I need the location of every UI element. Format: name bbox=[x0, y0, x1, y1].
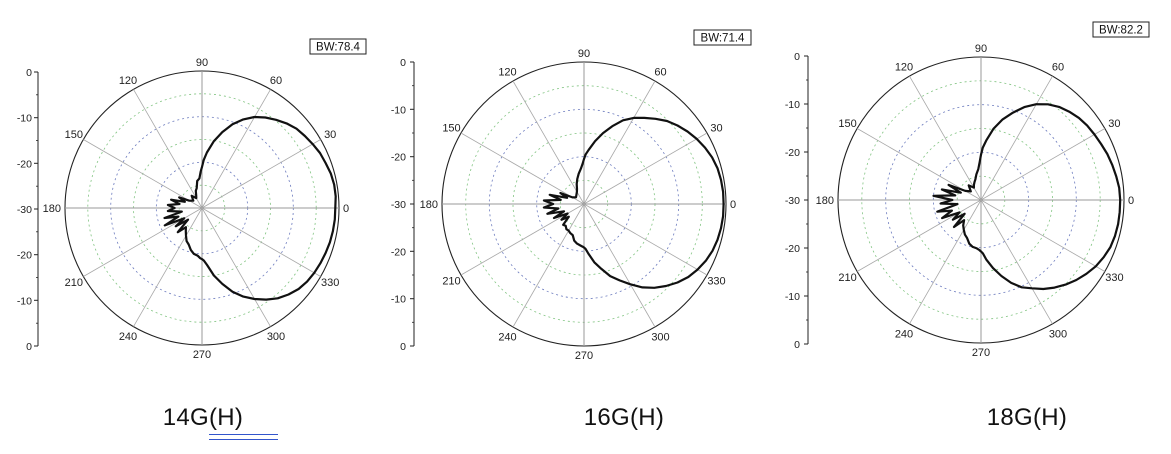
angle-tick-label: 60 bbox=[270, 75, 282, 87]
angle-tick-label: 30 bbox=[710, 123, 722, 135]
radial-tick-label: -30 bbox=[391, 199, 406, 211]
angle-tick-label: 210 bbox=[65, 277, 83, 289]
radial-tick-label: 0 bbox=[400, 341, 406, 353]
grid-spoke bbox=[512, 203, 585, 328]
grid-spoke bbox=[133, 89, 203, 209]
angle-tick-label: 240 bbox=[119, 331, 137, 343]
chart-caption-16g: 16G(H) bbox=[583, 404, 665, 431]
angle-tick-label: 180 bbox=[420, 199, 438, 211]
angle-tick-label: 270 bbox=[575, 350, 593, 362]
radial-tick-label: -10 bbox=[785, 99, 800, 111]
radial-tick-label: -20 bbox=[391, 152, 406, 164]
radial-tick-label: -20 bbox=[17, 158, 32, 170]
caption-spellcheck-underline bbox=[209, 434, 278, 440]
angle-tick-label: 330 bbox=[321, 277, 339, 289]
angle-tick-label: 330 bbox=[707, 276, 725, 288]
angle-tick-label: 180 bbox=[816, 195, 834, 207]
grid-spoke bbox=[980, 128, 1106, 201]
angle-tick-label: 300 bbox=[1049, 328, 1067, 340]
radial-tick-label: -20 bbox=[785, 147, 800, 159]
radial-tick-label: -10 bbox=[17, 113, 32, 125]
angle-tick-label: 270 bbox=[193, 349, 211, 361]
radial-tick-label: 0 bbox=[794, 339, 800, 351]
angle-tick-label: 150 bbox=[838, 118, 856, 130]
angle-tick-label: 210 bbox=[442, 276, 460, 288]
angle-tick-label: 270 bbox=[972, 347, 990, 359]
bw-label: BW:78.4 bbox=[316, 42, 360, 54]
radial-tick-label: -20 bbox=[785, 243, 800, 255]
radial-tick-label: -10 bbox=[17, 295, 32, 307]
bw-label: BW:71.4 bbox=[701, 33, 745, 45]
angle-tick-label: 90 bbox=[578, 48, 590, 60]
bw-label-box bbox=[693, 29, 752, 46]
angle-tick-label: 30 bbox=[324, 129, 336, 141]
grid-spoke bbox=[909, 75, 982, 201]
radial-tick-label: 0 bbox=[794, 51, 800, 63]
angle-tick-label: 150 bbox=[442, 123, 460, 135]
angle-tick-label: 210 bbox=[838, 272, 856, 284]
grid-spoke bbox=[201, 207, 321, 277]
angle-tick-label: 120 bbox=[119, 75, 137, 87]
polar-chart-1: 90603003303002702402101801501200-10-20-3… bbox=[391, 29, 752, 362]
grid-spoke bbox=[201, 89, 271, 209]
radial-tick-label: -20 bbox=[391, 246, 406, 258]
radial-tick-label: 0 bbox=[26, 67, 32, 79]
grid-spoke bbox=[201, 207, 271, 327]
angle-tick-label: 240 bbox=[895, 328, 913, 340]
radial-tick-label: 0 bbox=[26, 341, 32, 353]
radial-tick-label: -30 bbox=[785, 195, 800, 207]
grid-spoke bbox=[83, 139, 203, 209]
radial-tick-label: -10 bbox=[391, 294, 406, 306]
grid-spoke bbox=[460, 132, 585, 205]
grid-spoke bbox=[583, 203, 708, 276]
radial-tick-label: 0 bbox=[400, 57, 406, 69]
polar-chart-0: 90603003303002702402101801501200-10-20-3… bbox=[17, 38, 367, 361]
grid-spoke bbox=[856, 199, 982, 272]
radial-tick-label: -10 bbox=[391, 104, 406, 116]
angle-tick-label: 90 bbox=[975, 43, 987, 55]
grid-spoke bbox=[201, 139, 321, 209]
bw-label: BW:82.2 bbox=[1099, 25, 1143, 37]
angle-tick-label: 120 bbox=[895, 62, 913, 74]
bw-label-box bbox=[1092, 21, 1150, 38]
angle-tick-label: 150 bbox=[65, 129, 83, 141]
angle-tick-label: 300 bbox=[651, 332, 669, 344]
angle-tick-label: 60 bbox=[654, 67, 666, 79]
angle-tick-label: 0 bbox=[1128, 195, 1134, 207]
grid-spoke bbox=[583, 132, 708, 205]
grid-spoke bbox=[583, 203, 656, 328]
angle-tick-label: 120 bbox=[498, 67, 516, 79]
angle-tick-label: 90 bbox=[196, 57, 208, 69]
angle-tick-label: 300 bbox=[267, 331, 285, 343]
bw-label-box bbox=[309, 38, 367, 55]
pattern-trace bbox=[542, 116, 725, 289]
grid-spoke bbox=[980, 75, 1053, 201]
radial-tick-label: -10 bbox=[785, 291, 800, 303]
grid-spoke bbox=[583, 80, 656, 205]
grid-spoke bbox=[980, 199, 1053, 325]
radial-tick-label: -20 bbox=[17, 250, 32, 262]
chart-caption-14g: 14G(H) bbox=[162, 404, 244, 431]
pattern-trace bbox=[932, 103, 1122, 291]
angle-tick-label: 240 bbox=[498, 332, 516, 344]
angle-tick-label: 30 bbox=[1108, 118, 1120, 130]
angle-tick-label: 0 bbox=[730, 199, 736, 211]
angle-tick-label: 180 bbox=[43, 203, 61, 215]
grid-spoke bbox=[512, 80, 585, 205]
grid-spoke bbox=[909, 199, 982, 325]
pattern-trace bbox=[163, 115, 337, 301]
angle-tick-label: 330 bbox=[1105, 272, 1123, 284]
polar-chart-2: 90603003303002702402101801501200-10-20-3… bbox=[785, 21, 1150, 359]
grid-spoke bbox=[133, 207, 203, 327]
grid-spoke bbox=[980, 199, 1106, 272]
chart-caption-18g: 18G(H) bbox=[986, 404, 1068, 431]
angle-tick-label: 60 bbox=[1052, 62, 1064, 74]
angle-tick-label: 0 bbox=[343, 203, 349, 215]
radial-tick-label: -30 bbox=[17, 204, 32, 216]
